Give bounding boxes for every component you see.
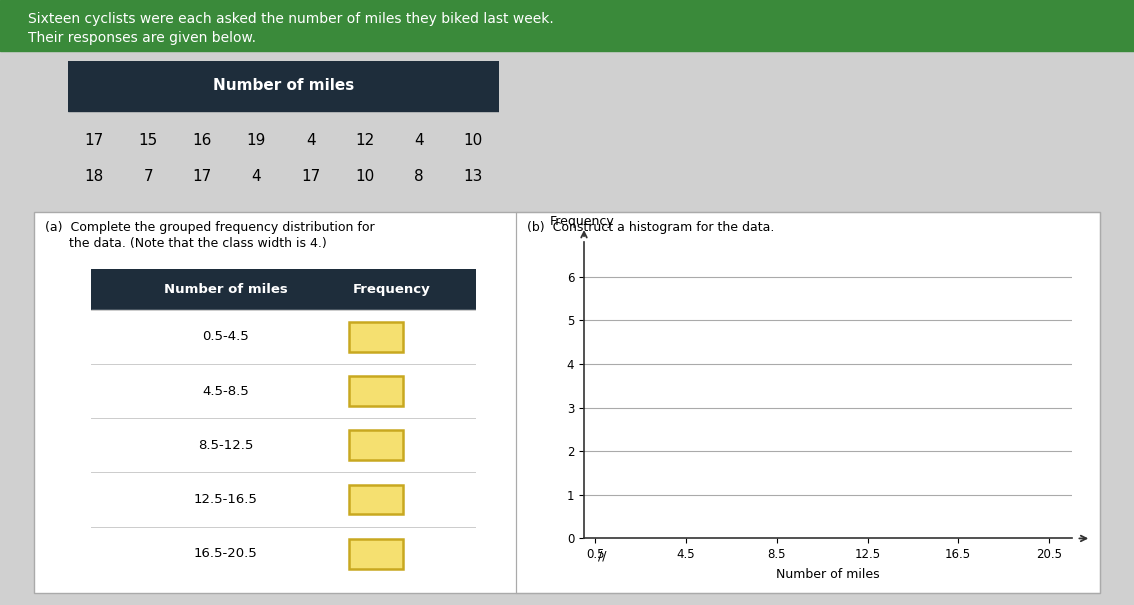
- Text: (b)  Construct a histogram for the data.: (b) Construct a histogram for the data.: [527, 221, 775, 234]
- X-axis label: Number of miles: Number of miles: [776, 568, 880, 581]
- Bar: [68, 60, 499, 111]
- Text: 7: 7: [143, 169, 153, 184]
- Bar: [91, 269, 476, 310]
- Text: 15: 15: [138, 133, 158, 148]
- Text: 4: 4: [414, 133, 424, 148]
- Text: 10: 10: [464, 133, 483, 148]
- Text: the data. (Note that the class width is 4.): the data. (Note that the class width is …: [45, 237, 327, 250]
- Bar: [349, 539, 403, 569]
- Text: 8.5-12.5: 8.5-12.5: [198, 439, 253, 452]
- Text: 17: 17: [193, 169, 212, 184]
- Text: 19: 19: [247, 133, 266, 148]
- Text: Number of miles: Number of miles: [163, 283, 288, 296]
- Text: 18: 18: [84, 169, 103, 184]
- Text: 12: 12: [355, 133, 374, 148]
- Bar: [91, 364, 476, 418]
- Text: //: //: [599, 550, 607, 563]
- Bar: [349, 485, 403, 514]
- Text: 4.5-8.5: 4.5-8.5: [202, 385, 249, 397]
- Text: 17: 17: [84, 133, 103, 148]
- Bar: [91, 418, 476, 473]
- Bar: [91, 310, 476, 364]
- Text: 12.5-16.5: 12.5-16.5: [194, 493, 257, 506]
- Bar: [91, 473, 476, 526]
- Text: 4: 4: [252, 169, 261, 184]
- Bar: [91, 526, 476, 581]
- Text: 8: 8: [414, 169, 424, 184]
- Text: 17: 17: [301, 169, 320, 184]
- Text: Frequency: Frequency: [550, 215, 615, 227]
- Text: 13: 13: [464, 169, 483, 184]
- Text: Frequency: Frequency: [353, 283, 430, 296]
- Text: 16.5-20.5: 16.5-20.5: [194, 547, 257, 560]
- Text: 0.5-4.5: 0.5-4.5: [202, 330, 249, 343]
- Text: Number of miles: Number of miles: [213, 78, 354, 93]
- Text: 10: 10: [355, 169, 374, 184]
- Text: 4: 4: [306, 133, 315, 148]
- Text: Their responses are given below.: Their responses are given below.: [28, 31, 256, 45]
- Text: 16: 16: [193, 133, 212, 148]
- Bar: [349, 376, 403, 406]
- Bar: [349, 322, 403, 352]
- Text: Sixteen cyclists were each asked the number of miles they biked last week.: Sixteen cyclists were each asked the num…: [28, 12, 555, 27]
- Bar: [349, 430, 403, 460]
- Text: (a)  Complete the grouped frequency distribution for: (a) Complete the grouped frequency distr…: [45, 221, 375, 234]
